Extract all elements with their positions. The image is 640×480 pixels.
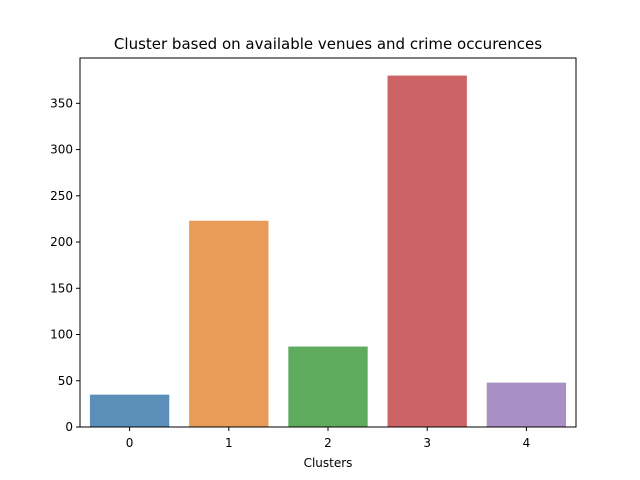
bar-cluster-1 [189, 220, 269, 427]
x-axis-label: Clusters [304, 456, 353, 470]
bar-cluster-4 [486, 382, 567, 427]
x-tick-label: 3 [423, 436, 431, 450]
bar-cluster-2 [288, 346, 368, 427]
y-tick-label: 250 [50, 189, 73, 203]
bars-layer [89, 75, 567, 427]
bar-cluster-3 [387, 75, 467, 427]
y-tick-label: 100 [50, 328, 73, 342]
x-tick-label: 0 [126, 436, 134, 450]
bar-cluster-0 [89, 394, 170, 427]
x-tick-label: 2 [324, 436, 332, 450]
y-tick-label: 150 [50, 281, 73, 295]
y-tick-label: 50 [58, 374, 73, 388]
plot-frame [79, 57, 577, 428]
chart-title: Cluster based on available venues and cr… [114, 35, 542, 53]
y-tick-label: 350 [50, 96, 73, 110]
axes-layer: 0 1 2 3 4 0 50 100 150 200 250 300 350 [50, 96, 530, 450]
y-tick-label: 300 [50, 143, 73, 157]
y-tick-label: 0 [65, 420, 73, 434]
x-tick-label: 1 [225, 436, 233, 450]
x-tick-label: 4 [523, 436, 531, 450]
y-tick-label: 200 [50, 235, 73, 249]
